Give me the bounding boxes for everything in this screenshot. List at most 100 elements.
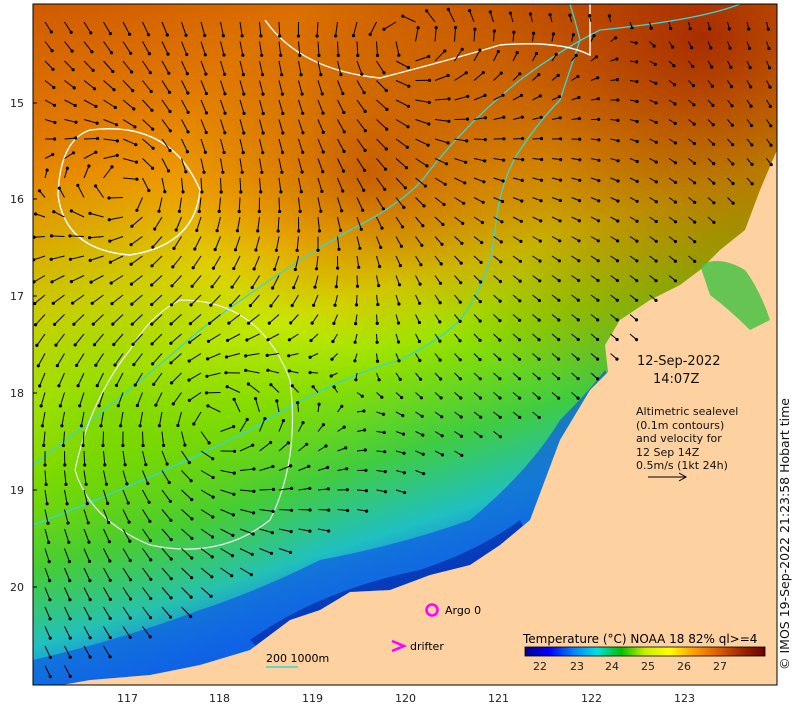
velocity-arrow-head — [398, 264, 402, 268]
x-tick-label: 119 — [302, 692, 323, 705]
velocity-arrow — [278, 80, 283, 95]
velocity-arrow-head — [308, 508, 312, 512]
velocity-arrow — [200, 489, 214, 498]
velocity-arrow-head — [246, 321, 251, 325]
velocity-arrow-head — [72, 86, 76, 90]
velocity-arrow — [337, 41, 339, 56]
velocity-arrow-head — [360, 72, 364, 76]
velocity-arrow-head — [521, 158, 525, 162]
velocity-arrow-head — [539, 136, 544, 141]
velocity-arrow-head — [211, 457, 215, 461]
velocity-arrow — [173, 236, 182, 249]
velocity-arrow — [235, 236, 241, 250]
velocity-arrow — [376, 177, 386, 190]
velocity-arrow — [376, 275, 380, 286]
velocity-arrow-head — [556, 73, 560, 77]
velocity-arrow-head — [190, 576, 194, 580]
velocity-arrow-head — [287, 338, 291, 342]
velocity-arrow-head — [187, 378, 191, 382]
velocity-arrow-head — [498, 435, 502, 439]
velocity-arrow-head — [518, 72, 522, 76]
velocity-arrow — [239, 119, 245, 134]
velocity-arrow-head — [48, 579, 52, 583]
velocity-arrow-head — [654, 239, 658, 243]
velocity-arrow-head — [416, 26, 420, 30]
velocity-arrow-head — [52, 210, 56, 214]
velocity-arrow — [83, 606, 91, 619]
velocity-arrow-head — [458, 339, 462, 343]
velocity-arrow — [142, 509, 151, 522]
velocity-arrow-head — [635, 179, 639, 183]
velocity-arrow-head — [301, 150, 305, 154]
velocity-arrow — [415, 119, 429, 125]
velocity-arrow — [220, 119, 226, 133]
velocity-arrow — [170, 333, 182, 344]
velocity-arrow-head — [296, 401, 300, 405]
velocity-arrow-head — [711, 103, 715, 107]
velocity-arrow — [356, 275, 358, 287]
velocity-arrow-head — [149, 577, 153, 581]
velocity-arrow-head — [265, 353, 269, 357]
velocity-arrow-head — [691, 84, 696, 88]
velocity-arrow — [356, 41, 359, 56]
velocity-arrow-head — [671, 45, 675, 49]
velocity-arrow-head — [465, 117, 470, 121]
velocity-arrow-head — [353, 340, 357, 344]
velocity-arrow-head — [151, 362, 155, 366]
velocity-arrow-head — [94, 184, 98, 188]
velocity-arrow — [64, 587, 71, 600]
velocity-arrow-head — [37, 189, 42, 193]
velocity-arrow-head — [215, 229, 219, 233]
velocity-arrow — [288, 353, 299, 357]
velocity-arrow-head — [128, 578, 133, 582]
velocity-arrow-head — [129, 262, 133, 266]
velocity-arrow-head — [33, 301, 37, 306]
velocity-arrow — [83, 567, 91, 581]
velocity-arrow-head — [654, 160, 658, 164]
velocity-arrow-head — [219, 190, 223, 194]
velocity-arrow — [434, 177, 446, 185]
velocity-arrow — [103, 645, 111, 658]
velocity-arrow-head — [353, 359, 357, 363]
velocity-arrow-head — [261, 111, 265, 116]
y-tick-label: 15 — [10, 97, 24, 110]
velocity-arrow-head — [300, 92, 304, 96]
velocity-arrow — [83, 587, 91, 600]
velocity-arrow-head — [344, 446, 348, 450]
velocity-arrow — [44, 548, 50, 562]
velocity-arrow-head — [769, 143, 773, 147]
velocity-arrow-head — [169, 596, 173, 600]
velocity-arrow — [198, 197, 202, 212]
velocity-arrow-head — [205, 374, 209, 378]
velocity-arrow — [317, 488, 329, 491]
velocity-arrow-head — [512, 30, 516, 34]
velocity-arrow-head — [88, 579, 92, 583]
velocity-arrow-head — [51, 67, 55, 71]
velocity-arrow — [290, 314, 299, 324]
velocity-arrow-head — [446, 141, 450, 145]
velocity-arrow — [200, 470, 214, 478]
velocity-arrow — [100, 411, 104, 426]
velocity-arrow — [376, 197, 384, 210]
velocity-arrow-head — [204, 91, 208, 96]
velocity-arrow-head — [128, 32, 132, 36]
velocity-arrow-head — [189, 614, 193, 619]
sealevel-contour — [264, 4, 591, 79]
velocity-arrow-head — [359, 227, 363, 231]
velocity-arrow-head — [354, 322, 358, 326]
velocity-arrow-head — [747, 27, 751, 31]
velocity-arrow — [356, 99, 366, 112]
velocity-arrow-head — [242, 131, 246, 135]
velocity-arrow-head — [249, 573, 253, 577]
velocity-arrow-head — [134, 160, 139, 164]
velocity-arrow-head — [596, 337, 600, 342]
velocity-arrow — [103, 489, 109, 504]
velocity-arrow-head — [596, 298, 600, 302]
velocity-arrow — [493, 30, 495, 42]
velocity-arrow — [83, 21, 92, 34]
velocity-arrow-head — [418, 282, 422, 286]
velocity-arrow — [233, 399, 241, 413]
velocity-arrow-head — [479, 415, 483, 419]
velocity-arrow-head — [427, 54, 431, 59]
velocity-arrow-head — [447, 119, 451, 123]
